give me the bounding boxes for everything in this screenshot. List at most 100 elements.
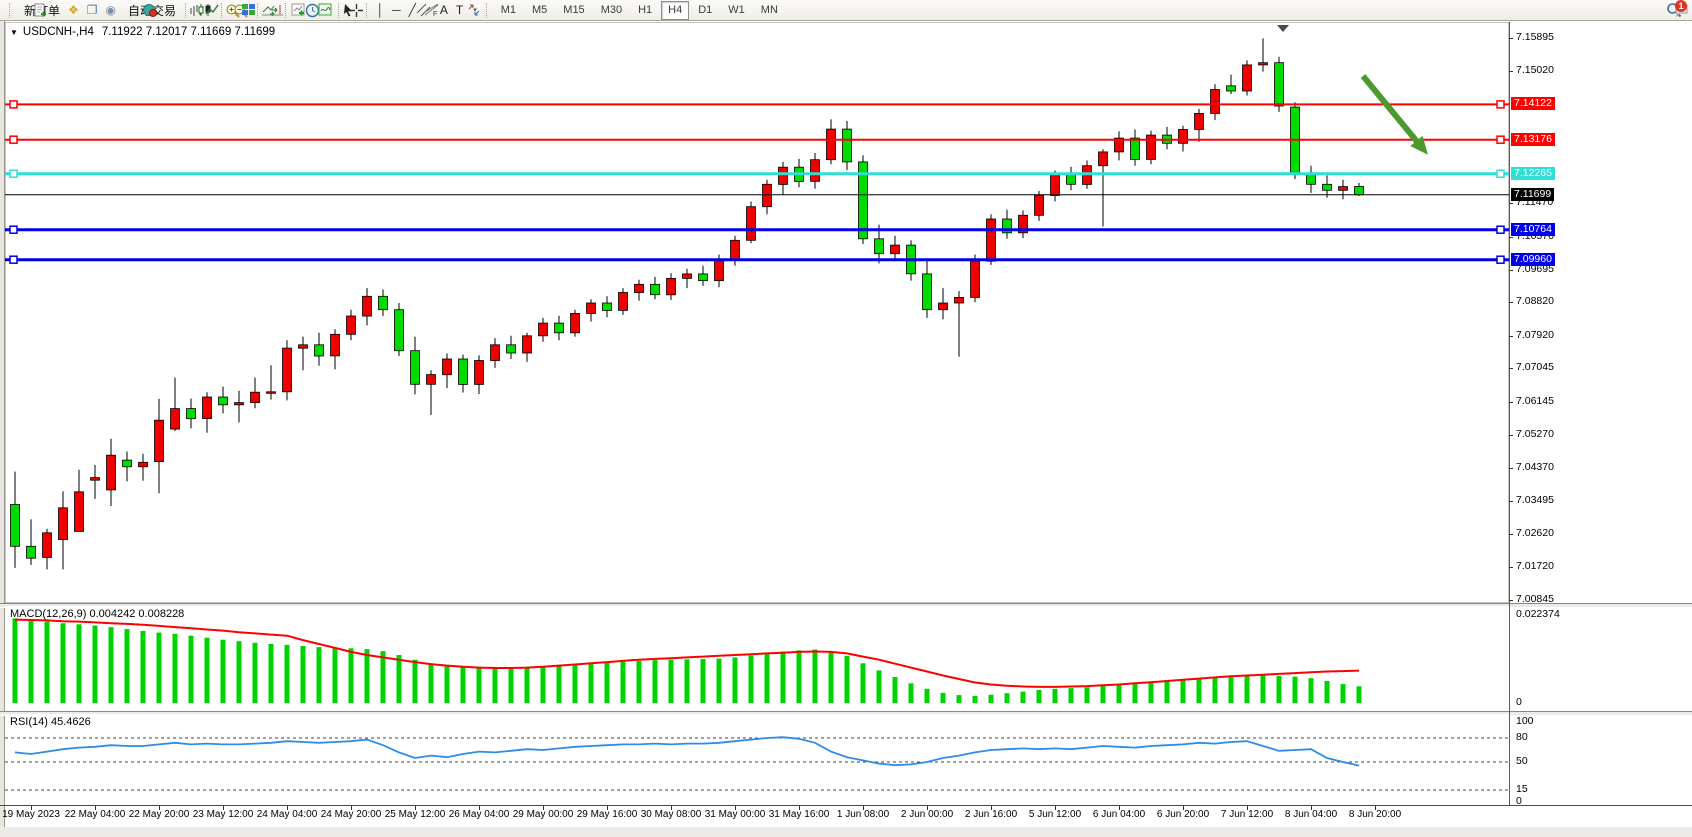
price-tick-label: 7.04370 (1516, 461, 1554, 473)
price-level-badge: 7.14122 (1511, 97, 1555, 110)
line-chart-button[interactable] (205, 1, 219, 19)
crosshair-button[interactable] (350, 1, 364, 19)
time-tick (287, 806, 288, 810)
price-tick-label: 7.01720 (1516, 560, 1554, 572)
time-tick (415, 806, 416, 810)
time-tick (351, 806, 352, 810)
timeframe-mn[interactable]: MN (760, 4, 778, 16)
timeframe-h4[interactable]: H4 (661, 0, 690, 20)
fibonacci-button[interactable]: F (424, 1, 439, 19)
rsi-axis-label: 15 (1516, 783, 1528, 795)
symbol-period-label: USDCNH-,H4 (22, 26, 94, 38)
price-chart-pane[interactable] (5, 22, 1509, 603)
time-tick-label: 25 May 12:00 (384, 809, 446, 820)
price-tick (1509, 270, 1513, 271)
chart-shift-marker-icon[interactable] (1277, 25, 1289, 32)
price-tick-label: 7.08820 (1516, 295, 1554, 307)
price-tick (1509, 534, 1513, 535)
price-tick-label: 7.06145 (1516, 395, 1554, 407)
horizontal-level-lines[interactable] (5, 100, 1509, 264)
price-tick-label: 7.15895 (1516, 31, 1554, 43)
timeframe-h1[interactable]: H1 (638, 4, 653, 16)
toolbar-separator (485, 2, 488, 18)
time-tick-label: 31 May 16:00 (768, 809, 830, 820)
chart-title: ▼ USDCNH-,H4 7.11922 7.12017 7.11669 7.116… (10, 26, 275, 38)
symbol-dropdown-icon[interactable]: ▼ (10, 28, 18, 37)
zoom-in-button[interactable] (226, 1, 240, 19)
cursor-icon (344, 4, 353, 17)
price-tick (1509, 600, 1513, 601)
time-tick-label: 29 May 16:00 (576, 809, 638, 820)
profiles-icon: ❐ (86, 3, 98, 17)
vertical-line-button[interactable]: │ (374, 1, 388, 19)
price-tick-label: 7.07045 (1516, 361, 1554, 373)
rsi-value: 45.4626 (50, 716, 91, 728)
timeframe-d1[interactable]: D1 (698, 4, 713, 16)
price-tick (1509, 567, 1513, 568)
time-tick (479, 806, 480, 810)
notification-badge: 1 (1675, 0, 1687, 12)
time-tick-label: 24 May 04:00 (256, 809, 318, 820)
chart-shift-icon (269, 5, 283, 16)
zoom-in-icon (226, 4, 240, 18)
timeframe-m5[interactable]: M5 (532, 4, 548, 16)
new-chart-button[interactable]: ❖ (65, 1, 82, 19)
bar-chart-button[interactable] (190, 1, 204, 19)
svg-text:F: F (433, 11, 437, 17)
time-tick-label: 8 Jun 20:00 (1348, 809, 1402, 820)
templates-button[interactable]: ▾ (318, 1, 332, 19)
macd-label: MACD(12,26,9) 0.004242 0.008228 (10, 608, 184, 620)
macd-name: MACD(12,26,9) (10, 608, 87, 620)
chevron-down-icon[interactable]: ▾ (473, 7, 477, 14)
rsi-axis-label: 50 (1516, 755, 1528, 767)
text-icon: A (439, 3, 448, 17)
notifications-button[interactable]: 1 (1675, 0, 1687, 19)
timeframe-m30[interactable]: M30 (600, 4, 623, 16)
time-tick-label: 23 May 12:00 (192, 809, 254, 820)
timeframe-m15[interactable]: M15 (563, 4, 585, 16)
periods-icon (305, 3, 320, 17)
autotrading-button[interactable]: 自动交易 (121, 1, 179, 19)
toolbar-right-cluster: 1 (1667, 0, 1687, 19)
price-level-badge: 7.12265 (1511, 167, 1555, 180)
bar-chart-icon (190, 5, 204, 16)
text-button[interactable]: A (437, 1, 451, 19)
price-tick (1509, 368, 1513, 369)
price-axis-separator (1509, 22, 1510, 805)
text-label-button[interactable]: T (453, 1, 466, 19)
indicators-button[interactable]: ▾ (291, 1, 305, 19)
toolbar-separator (9, 2, 11, 18)
candlestick-chart-icon (198, 4, 211, 16)
horizontal-line-button[interactable]: ─ (389, 1, 404, 19)
trendline-button[interactable]: ╱ (406, 1, 419, 19)
timeframe-m1[interactable]: M1 (500, 4, 516, 16)
annotation-arrow-icon[interactable] (1360, 74, 1428, 155)
timeframe-w1[interactable]: W1 (728, 4, 745, 16)
trendline-icon: ╱ (408, 3, 416, 17)
time-tick-label: 22 May 20:00 (128, 809, 190, 820)
arrows-button[interactable]: ▾ (468, 1, 480, 19)
price-level-badge: 7.09960 (1511, 253, 1555, 266)
tile-windows-button[interactable] (241, 1, 255, 19)
chart-shift-button[interactable] (269, 1, 283, 19)
periods-button[interactable]: ▾ (305, 1, 320, 19)
price-tick-label: 7.05270 (1516, 428, 1554, 440)
toolbar-separator (337, 2, 340, 18)
macd-pane[interactable] (5, 606, 1509, 711)
price-level-badge: 7.13176 (1511, 133, 1555, 146)
time-tick (1375, 806, 1376, 810)
time-tick-label: 8 Jun 04:00 (1284, 809, 1338, 820)
crosshair-icon (350, 3, 364, 17)
signals-button[interactable]: ◉ (103, 1, 119, 19)
cursor-button[interactable] (344, 1, 353, 19)
rsi-axis-label: 80 (1516, 731, 1528, 743)
rsi-pane[interactable] (5, 714, 1509, 805)
new-order-icon (34, 3, 46, 16)
candlestick-chart-button[interactable] (198, 1, 211, 19)
new-order-button[interactable]: 新订单 (17, 1, 63, 19)
toolbar-separator (221, 2, 223, 18)
profiles-button[interactable]: ❐ (84, 1, 101, 19)
price-tick (1509, 468, 1513, 469)
price-tick-label: 7.15020 (1516, 64, 1554, 76)
